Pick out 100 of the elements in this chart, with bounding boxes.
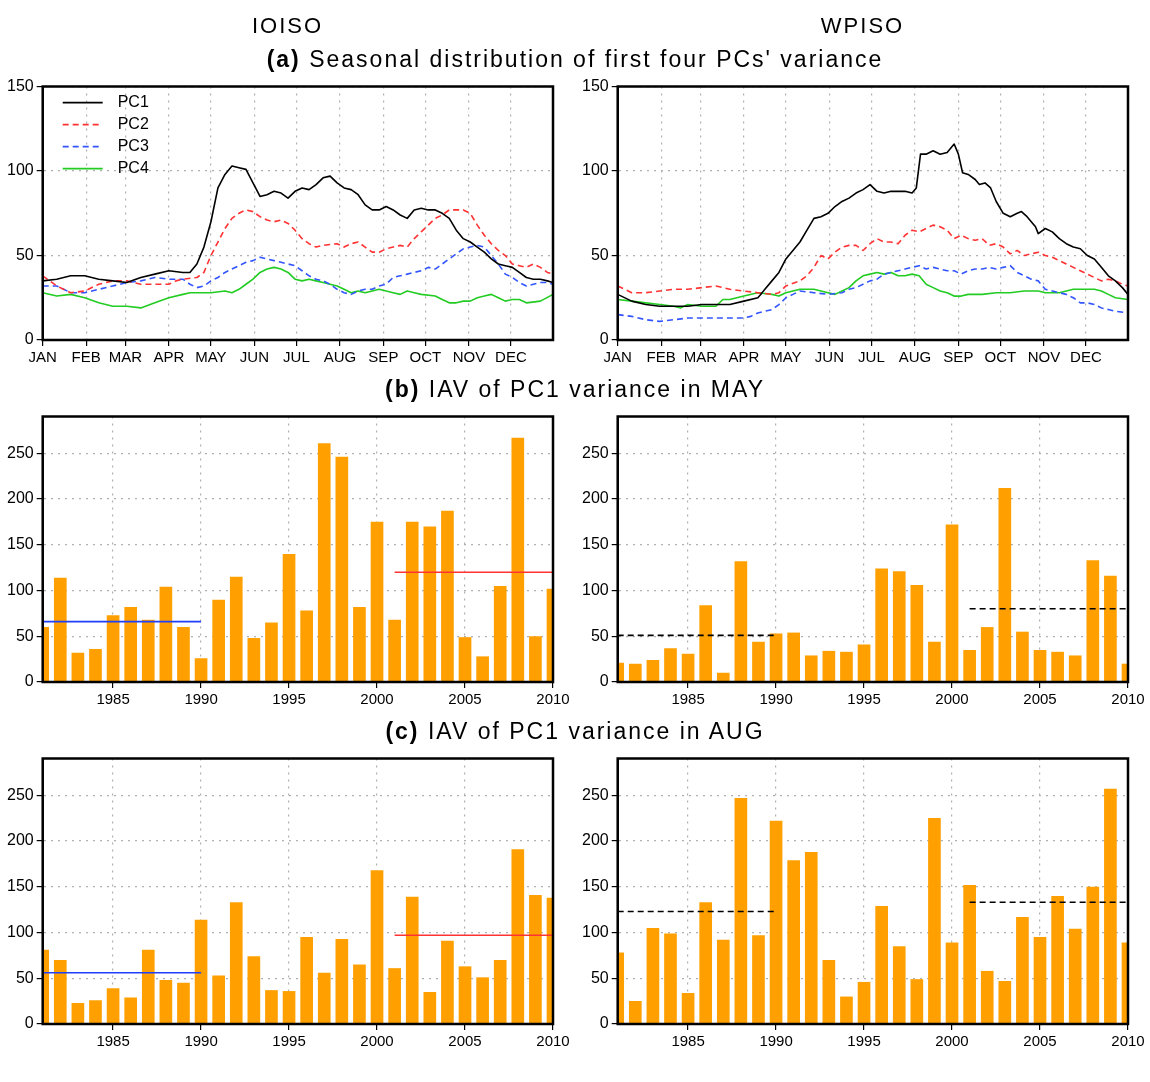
x-tick-label: JUL <box>858 348 885 366</box>
x-tick-label: 2005 <box>448 690 482 708</box>
y-tick-label: 150 <box>6 877 34 895</box>
bar <box>353 606 366 682</box>
chart-subtitle: WPISO <box>819 12 906 40</box>
legend-label: PC1 <box>117 93 149 111</box>
y-tick-label: 0 <box>599 672 609 690</box>
x-tick-label: JUN <box>814 348 844 366</box>
line-series <box>42 209 553 294</box>
bar <box>928 641 941 682</box>
x-tick-label: AUG <box>323 348 357 366</box>
bar <box>159 586 173 682</box>
bar <box>998 980 1012 1024</box>
bar <box>493 585 507 682</box>
bar <box>857 981 871 1024</box>
x-tick-label: 2010 <box>536 690 570 708</box>
bar <box>141 619 155 682</box>
y-tick-label: 200 <box>581 831 609 849</box>
x-tick-label: 1990 <box>184 690 218 708</box>
bar <box>910 979 924 1024</box>
y-tick-label: 100 <box>6 161 34 179</box>
y-tick-label: 150 <box>6 77 34 95</box>
bar <box>664 933 677 1024</box>
bar <box>840 996 853 1024</box>
bar <box>370 870 384 1024</box>
y-tick-label: 200 <box>6 489 34 507</box>
x-tick-label: APR <box>153 348 185 366</box>
bar <box>857 644 871 682</box>
y-tick-label: 0 <box>24 672 34 690</box>
y-tick-label: 0 <box>24 1014 34 1032</box>
x-tick-label: APR <box>728 348 760 366</box>
y-tick-label: 150 <box>581 535 609 553</box>
y-tick-label: 50 <box>15 245 34 263</box>
y-tick-label: 100 <box>581 922 609 940</box>
bar <box>963 649 976 682</box>
line-series <box>42 244 553 296</box>
chart-title: (b) IAV of PC1 variance in MAY <box>385 376 765 402</box>
y-tick-label: 50 <box>15 968 34 986</box>
bar <box>282 553 296 682</box>
bar <box>1051 651 1064 682</box>
bar <box>769 633 783 682</box>
legend-label: PC2 <box>117 115 149 133</box>
bar <box>441 510 454 682</box>
bar <box>1016 916 1029 1024</box>
x-tick-label: JAN <box>603 348 632 366</box>
bar <box>529 636 542 682</box>
bar <box>628 1001 642 1024</box>
bar <box>265 622 278 682</box>
x-tick-label: 2000 <box>935 690 969 708</box>
bar <box>247 638 261 682</box>
bar <box>945 524 959 682</box>
bar <box>1016 631 1029 682</box>
bar <box>71 1002 85 1024</box>
legend-label: PC3 <box>117 137 149 155</box>
bar <box>529 894 542 1024</box>
x-tick-label: 2000 <box>935 1032 969 1050</box>
bar <box>476 656 489 682</box>
x-tick-label: 1985 <box>96 1032 130 1050</box>
bar <box>335 938 349 1024</box>
bar <box>89 649 102 682</box>
bar <box>282 991 296 1024</box>
bar <box>980 627 994 682</box>
y-tick-label: 200 <box>581 489 609 507</box>
y-tick-label: 150 <box>581 877 609 895</box>
x-tick-label: OCT <box>984 348 1017 366</box>
bar <box>89 1000 102 1024</box>
y-tick-label: 250 <box>581 785 609 803</box>
y-tick-label: 250 <box>581 443 609 461</box>
bar <box>1086 886 1100 1024</box>
bar <box>458 637 472 682</box>
bar <box>822 650 836 682</box>
bar <box>353 964 366 1024</box>
chart-subtitle: IOISO <box>250 12 325 40</box>
x-tick-label: JUL <box>283 348 310 366</box>
bar <box>159 980 173 1024</box>
bar <box>875 568 888 682</box>
bar <box>875 905 888 1024</box>
bar <box>405 521 419 682</box>
bar <box>752 641 765 682</box>
bar <box>141 949 155 1024</box>
bar <box>734 797 748 1024</box>
bar <box>212 975 225 1024</box>
bar <box>787 860 800 1024</box>
bar <box>493 959 507 1024</box>
x-tick-label: 2010 <box>536 1032 570 1050</box>
bar <box>106 988 120 1024</box>
bar <box>53 959 67 1024</box>
x-tick-label: 1995 <box>847 1032 881 1050</box>
y-tick-label: 100 <box>6 580 34 598</box>
y-tick-label: 0 <box>599 330 609 348</box>
bar <box>752 935 765 1024</box>
bar <box>53 577 67 682</box>
y-tick-label: 50 <box>590 626 609 644</box>
x-tick-label: MAR <box>108 348 143 366</box>
bar <box>716 939 730 1024</box>
bar <box>628 663 642 682</box>
bar <box>980 970 994 1024</box>
y-tick-label: 100 <box>6 922 34 940</box>
x-tick-label: 2010 <box>1111 1032 1145 1050</box>
x-tick-label: 1990 <box>759 690 793 708</box>
